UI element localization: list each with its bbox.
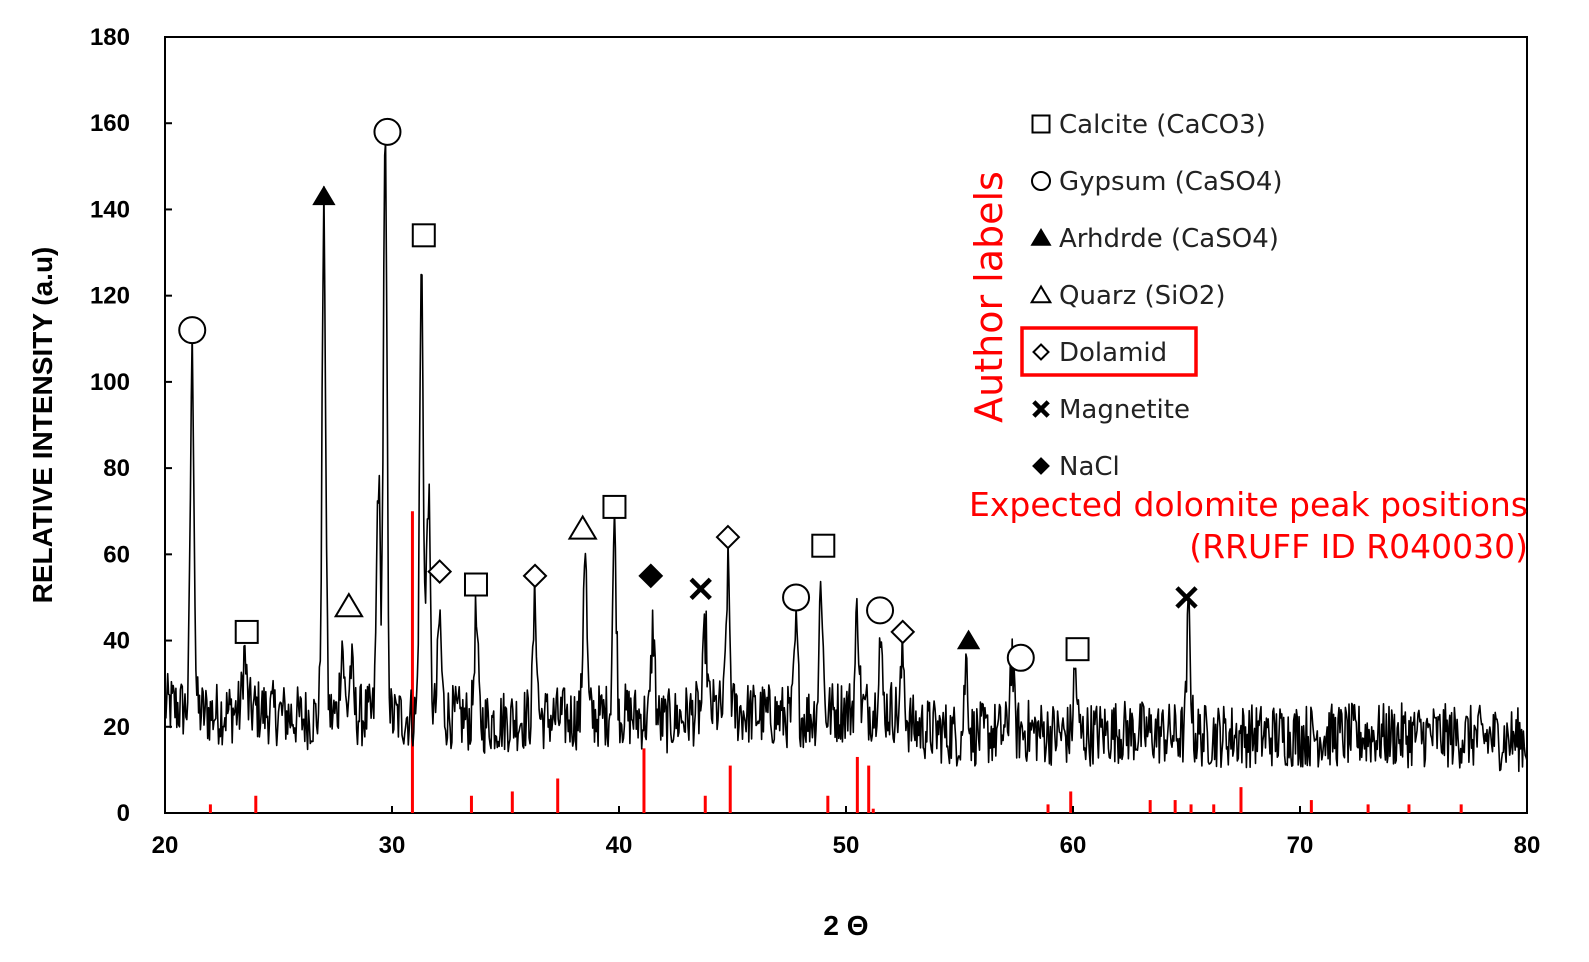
- y-tick-label: 40: [103, 628, 130, 655]
- diamond-filled-marker: [638, 563, 664, 589]
- x-legend-icon: [1032, 400, 1050, 418]
- square-marker: [811, 533, 836, 558]
- square-marker: [602, 494, 627, 519]
- x-tick-label: 20: [152, 832, 179, 859]
- diamond-marker: [715, 524, 741, 550]
- diamond-marker: [427, 559, 453, 584]
- triangle-filled-marker: [312, 185, 336, 206]
- x-axis-ticks: 20 30 40 50 60 70 80: [152, 806, 1541, 859]
- y-tick-label: 0: [117, 800, 130, 827]
- legend-label: Arhdrde (CaSO4): [1059, 224, 1279, 254]
- expected-peaks-annotation-line2: (RRUFF ID R040030): [1189, 527, 1528, 566]
- y-tick-label: 80: [103, 455, 130, 482]
- circle-marker: [782, 583, 811, 612]
- legend-label: Magnetite: [1059, 395, 1190, 425]
- triangle-filled-marker: [956, 629, 981, 650]
- circle-marker: [1006, 643, 1035, 672]
- author-labels-annotation: Author labels: [967, 171, 1011, 423]
- x-tick-label: 40: [606, 832, 633, 859]
- y-tick-label: 20: [103, 714, 130, 741]
- x-tick-label: 60: [1060, 832, 1087, 859]
- triangle-marker: [567, 514, 598, 540]
- circle-legend-icon: [1031, 171, 1051, 191]
- xrd-pattern-line: [164, 140, 1528, 773]
- legend-label: Calcite (CaCO3): [1059, 110, 1266, 140]
- expected-peak-sticks: [208, 511, 1463, 813]
- triangle-marker: [333, 592, 364, 618]
- y-axis-ticks: 0 20 40 60 80 100 120 140 160 180: [90, 24, 172, 827]
- legend-label: Gypsum (CaSO4): [1059, 167, 1283, 197]
- legend-label: NaCl: [1059, 452, 1120, 482]
- diamond-legend-icon: [1032, 343, 1050, 361]
- legend: Calcite (CaCO3) Gypsum (CaSO4) Arhdrde (Ca…: [1020, 110, 1283, 482]
- triangle-filled-legend-icon: [1030, 228, 1052, 246]
- peak-markers: [178, 117, 1198, 672]
- y-tick-label: 140: [90, 196, 130, 223]
- legend-label: Dolamid: [1059, 338, 1167, 368]
- y-tick-label: 60: [103, 541, 130, 568]
- y-tick-label: 100: [90, 369, 130, 396]
- y-tick-label: 160: [90, 110, 130, 137]
- x-tick-label: 70: [1287, 832, 1314, 859]
- diamond-marker: [890, 619, 916, 645]
- expected-peaks-annotation-line1: Expected dolomite peak positions: [969, 485, 1528, 524]
- y-tick-label: 180: [90, 24, 130, 51]
- circle-marker: [178, 316, 207, 345]
- diamond-filled-legend-icon: [1032, 457, 1050, 475]
- square-marker: [411, 223, 436, 248]
- x-marker: [1175, 586, 1198, 609]
- x-tick-label: 80: [1514, 832, 1541, 859]
- x-axis-title: 2 Θ: [823, 910, 868, 941]
- x-tick-label: 50: [833, 832, 860, 859]
- square-marker: [463, 572, 488, 597]
- triangle-legend-icon: [1029, 284, 1053, 304]
- square-legend-icon: [1031, 114, 1051, 134]
- circle-marker: [866, 596, 895, 625]
- square-marker: [234, 619, 259, 644]
- x-tick-label: 30: [379, 832, 406, 859]
- y-axis-title: RELATIVE INTENSITY (a.u): [27, 247, 58, 604]
- legend-label: Quarz (SiO2): [1059, 281, 1226, 311]
- circle-marker: [373, 117, 402, 146]
- square-marker: [1065, 637, 1090, 662]
- diamond-marker: [522, 563, 548, 589]
- dolamid-highlight-box: [1020, 326, 1198, 377]
- x-marker: [689, 577, 712, 601]
- y-tick-label: 120: [90, 283, 130, 310]
